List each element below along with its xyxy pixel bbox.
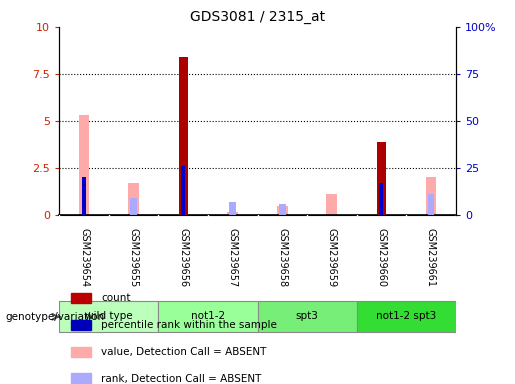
Bar <box>258 301 356 332</box>
Bar <box>277 206 288 215</box>
Text: GSM239656: GSM239656 <box>178 228 188 287</box>
Text: GSM239659: GSM239659 <box>327 228 337 287</box>
Bar <box>128 183 139 215</box>
Bar <box>179 57 187 215</box>
Bar <box>71 347 91 357</box>
Text: GSM239655: GSM239655 <box>129 228 139 287</box>
Bar <box>82 177 86 215</box>
Bar <box>427 194 434 215</box>
Text: not1-2 spt3: not1-2 spt3 <box>376 311 436 321</box>
Bar <box>71 374 91 384</box>
Text: spt3: spt3 <box>296 311 318 321</box>
Bar <box>159 301 258 332</box>
Bar <box>279 204 286 215</box>
Bar <box>79 115 90 215</box>
Title: GDS3081 / 2315_at: GDS3081 / 2315_at <box>190 10 325 25</box>
Bar <box>71 320 91 330</box>
Bar <box>130 198 137 215</box>
Text: rank, Detection Call = ABSENT: rank, Detection Call = ABSENT <box>101 374 262 384</box>
Text: GSM239658: GSM239658 <box>277 228 287 287</box>
Text: GSM239660: GSM239660 <box>376 228 386 287</box>
Text: GSM239657: GSM239657 <box>228 228 238 287</box>
Text: GSM239654: GSM239654 <box>79 228 89 287</box>
Text: genotype/variation: genotype/variation <box>5 312 104 322</box>
Text: GSM239661: GSM239661 <box>426 228 436 287</box>
Bar <box>377 142 386 215</box>
Bar <box>227 212 238 215</box>
Bar <box>181 166 185 215</box>
Text: not1-2: not1-2 <box>191 311 225 321</box>
Bar <box>71 293 91 303</box>
Text: wild type: wild type <box>85 311 132 321</box>
Text: count: count <box>101 293 131 303</box>
Bar <box>356 301 456 332</box>
Bar <box>425 177 436 215</box>
Text: value, Detection Call = ABSENT: value, Detection Call = ABSENT <box>101 347 267 357</box>
Bar <box>229 202 236 215</box>
Bar <box>380 183 384 215</box>
Bar <box>327 194 337 215</box>
Bar <box>59 301 159 332</box>
Text: percentile rank within the sample: percentile rank within the sample <box>101 320 277 330</box>
